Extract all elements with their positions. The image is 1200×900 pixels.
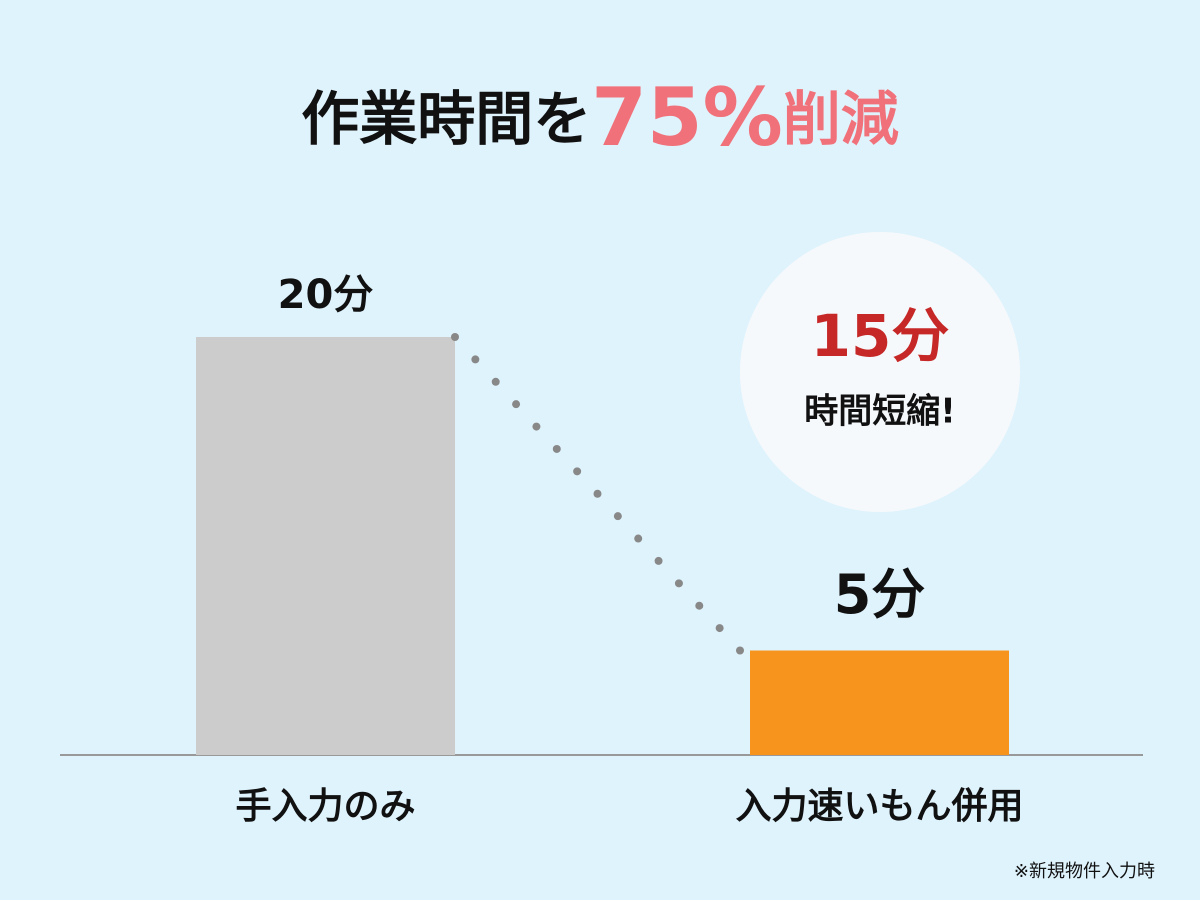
title-tail: 削減 — [783, 85, 899, 153]
callout-circle — [740, 232, 1020, 512]
connector-dot — [573, 467, 582, 476]
value-label: 5分 — [834, 563, 926, 626]
callout-text: 時間短縮! — [804, 392, 956, 432]
connector-dot — [451, 333, 459, 341]
connector-dot — [532, 422, 541, 431]
bar — [750, 650, 1009, 755]
connector-dot — [715, 624, 724, 633]
connector-dot — [695, 601, 704, 610]
connector-dot — [736, 646, 744, 655]
value-label: 20分 — [278, 272, 374, 318]
connector-dot — [634, 534, 643, 543]
callout-amount: 15分 — [811, 302, 950, 370]
footnote: ※新規物件入力時 — [1014, 861, 1155, 882]
connector-dot — [512, 400, 521, 409]
connector-dot — [613, 512, 622, 521]
title-lead: 作業時間を — [301, 85, 591, 153]
chart-title: 作業時間を75%削減 — [301, 71, 899, 164]
connector-dot — [654, 556, 663, 565]
connector-dot — [593, 489, 602, 498]
connector-dot — [552, 444, 561, 453]
category-label: 手入力のみ — [235, 786, 415, 827]
title-highlight: 75% — [591, 71, 782, 164]
connector-dot — [471, 355, 480, 364]
category-label: 入力速いもん併用 — [735, 786, 1023, 827]
connector-dot — [674, 579, 683, 588]
connector-dot — [491, 377, 500, 386]
bar — [196, 337, 455, 755]
